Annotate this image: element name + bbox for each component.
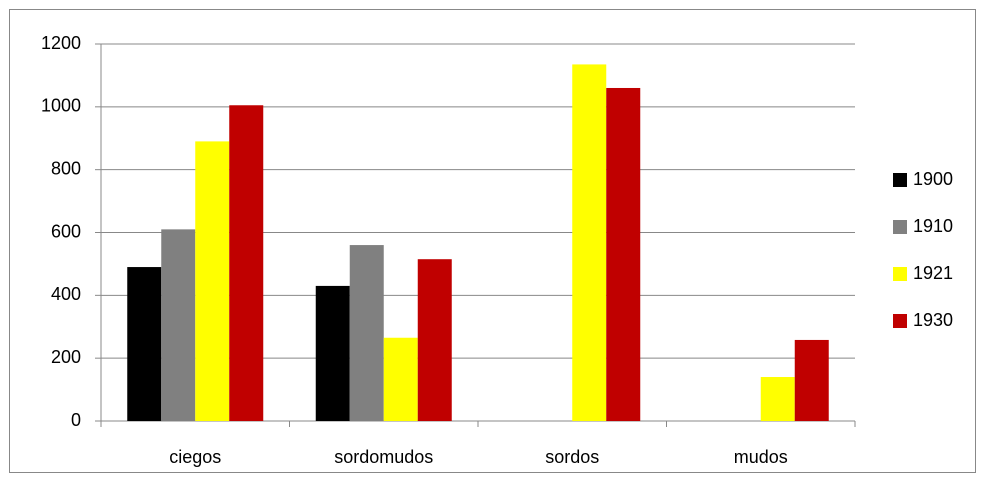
- x-tick-label: sordos: [545, 447, 599, 467]
- bar: [794, 339, 829, 421]
- legend-swatch: [893, 220, 907, 234]
- bar: [417, 259, 452, 421]
- legend-label: 1900: [913, 169, 953, 189]
- bar: [349, 245, 384, 421]
- legend-swatch: [893, 267, 907, 281]
- y-tick-label: 800: [51, 158, 81, 178]
- bar: [315, 285, 350, 421]
- y-tick-label: 600: [51, 221, 81, 241]
- y-tick-label: 200: [51, 347, 81, 367]
- bar: [760, 377, 795, 421]
- y-tick-label: 400: [51, 284, 81, 304]
- bar: [161, 229, 196, 421]
- legend-label: 1910: [913, 216, 953, 236]
- x-tick-label: ciegos: [169, 447, 221, 467]
- bar: [195, 141, 230, 421]
- bar: [127, 267, 162, 421]
- x-tick-label: sordomudos: [334, 447, 433, 467]
- legend-label: 1921: [913, 263, 953, 283]
- legend-label: 1930: [913, 310, 953, 330]
- bar: [229, 105, 264, 421]
- bar: [383, 337, 418, 421]
- bar: [606, 87, 641, 421]
- y-tick-label: 1000: [41, 96, 81, 116]
- bar: [572, 64, 607, 421]
- y-tick-label: 1200: [41, 33, 81, 53]
- legend-swatch: [893, 314, 907, 328]
- legend-swatch: [893, 173, 907, 187]
- y-tick-label: 0: [71, 410, 81, 430]
- x-tick-label: mudos: [734, 447, 788, 467]
